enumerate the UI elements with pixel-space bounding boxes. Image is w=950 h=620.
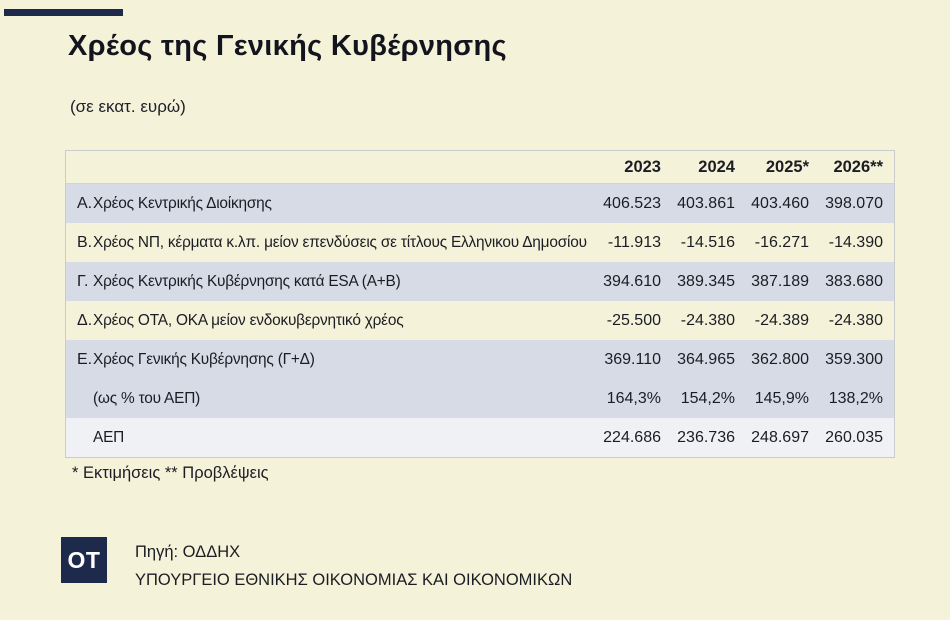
cell-value: 387.189 <box>751 272 809 290</box>
row-label: (ως % του ΑΕΠ) <box>93 389 201 407</box>
cell-value: -14.516 <box>680 233 735 251</box>
table-row-ota-oka-debt: Δ. Χρέος ΟΤΑ, ΟΚΑ μείον ενδοκυβερνητικό … <box>66 301 894 340</box>
year-column-header: 2026** <box>833 157 883 176</box>
table-row-central-government-esa-debt: Γ. Χρέος Κεντρικής Κυβέρνησης κατά ESA (… <box>66 262 894 301</box>
row-label: Χρέος Κεντρικής Διοίκησης <box>93 194 272 212</box>
row-letter: Α. <box>77 194 93 212</box>
cell-value: 138,2% <box>828 389 883 407</box>
cell-value: 362.800 <box>751 350 809 368</box>
cell-value: 369.110 <box>604 350 661 368</box>
row-letter: Ε. <box>77 350 93 368</box>
cell-value: 406.523 <box>603 194 661 212</box>
table-header-row: 2023 2024 2025* 2026** <box>66 151 894 184</box>
footnote: * Εκτιμήσεις ** Προβλέψεις <box>72 464 269 482</box>
row-letter: Δ. <box>77 311 93 329</box>
source-block: Πηγή: ΟΔΔΗΧ ΥΠΟΥΡΓΕΙΟ ΕΘΝΙΚΗΣ ΟΙΚΟΝΟΜΙΑΣ… <box>135 538 572 594</box>
table-row-central-administration-debt: Α. Χρέος Κεντρικής Διοίκησης 406.523 403… <box>66 184 894 223</box>
cell-value: 260.035 <box>825 428 883 446</box>
cell-value: -24.380 <box>828 311 883 329</box>
cell-value: -16.271 <box>754 233 809 251</box>
cell-value: 224.686 <box>603 428 661 446</box>
cell-value: -25.500 <box>606 311 661 329</box>
cell-value: 403.460 <box>751 194 809 212</box>
cell-value: 403.861 <box>677 194 735 212</box>
year-column-header: 2023 <box>624 157 661 176</box>
ot-logo-text: OT <box>67 546 101 573</box>
cell-value: 236.736 <box>677 428 735 446</box>
page-subtitle: (σε εκατ. ευρώ) <box>70 97 186 116</box>
source-line: ΥΠΟΥΡΓΕΙΟ ΕΘΝΙΚΗΣ ΟΙΚΟΝΟΜΙΑΣ ΚΑΙ ΟΙΚΟΝΟΜ… <box>135 571 573 589</box>
cell-value: 389.345 <box>677 272 735 290</box>
cell-value: 248.697 <box>751 428 809 446</box>
row-label: Χρέος Κεντρικής Κυβέρνησης κατά ESA (Α+Β… <box>93 272 401 290</box>
row-label: Χρέος Γενικής Κυβέρνησης (Γ+Δ) <box>93 350 315 368</box>
page-title: Χρέος της Γενικής Κυβέρνησης <box>68 30 507 62</box>
cell-value: 145,9% <box>754 389 809 407</box>
row-label: Χρέος ΝΠ, κέρματα κ.λπ. μείον επενδύσεις… <box>93 233 587 251</box>
source-line: Πηγή: ΟΔΔΗΧ <box>135 543 241 561</box>
table-row-np-coins-debt: Β. Χρέος ΝΠ, κέρματα κ.λπ. μείον επενδύσ… <box>66 223 894 262</box>
ot-logo: OT <box>61 537 107 583</box>
row-letter: Β. <box>77 233 93 251</box>
table-row-percent-of-gdp: (ως % του ΑΕΠ) 164,3% 154,2% 145,9% 138,… <box>66 379 894 418</box>
debt-table: 2023 2024 2025* 2026** Α. Χρέος Κεντρική… <box>65 150 895 458</box>
year-column-header: 2025* <box>765 157 809 176</box>
cell-value: 164,3% <box>606 389 661 407</box>
cell-value: -24.380 <box>680 311 735 329</box>
table-row-gdp: ΑΕΠ 224.686 236.736 248.697 260.035 <box>66 418 894 457</box>
cell-value: 398.070 <box>825 194 883 212</box>
cell-value: -14.390 <box>828 233 883 251</box>
row-letter: Γ. <box>77 272 89 290</box>
cell-value: 383.680 <box>825 272 883 290</box>
cell-value: 394.610 <box>603 272 661 290</box>
cell-value: 364.965 <box>677 350 735 368</box>
cell-value: 359.300 <box>825 350 883 368</box>
year-column-header: 2024 <box>698 157 735 176</box>
row-label: Χρέος ΟΤΑ, ΟΚΑ μείον ενδοκυβερνητικό χρέ… <box>93 311 404 329</box>
table-row-general-government-debt: Ε. Χρέος Γενικής Κυβέρνησης (Γ+Δ) 369.11… <box>66 340 894 379</box>
cell-value: -11.913 <box>607 233 661 251</box>
cell-value: -24.389 <box>754 311 809 329</box>
accent-bar <box>4 9 123 16</box>
row-label: ΑΕΠ <box>93 428 125 446</box>
cell-value: 154,2% <box>680 389 735 407</box>
